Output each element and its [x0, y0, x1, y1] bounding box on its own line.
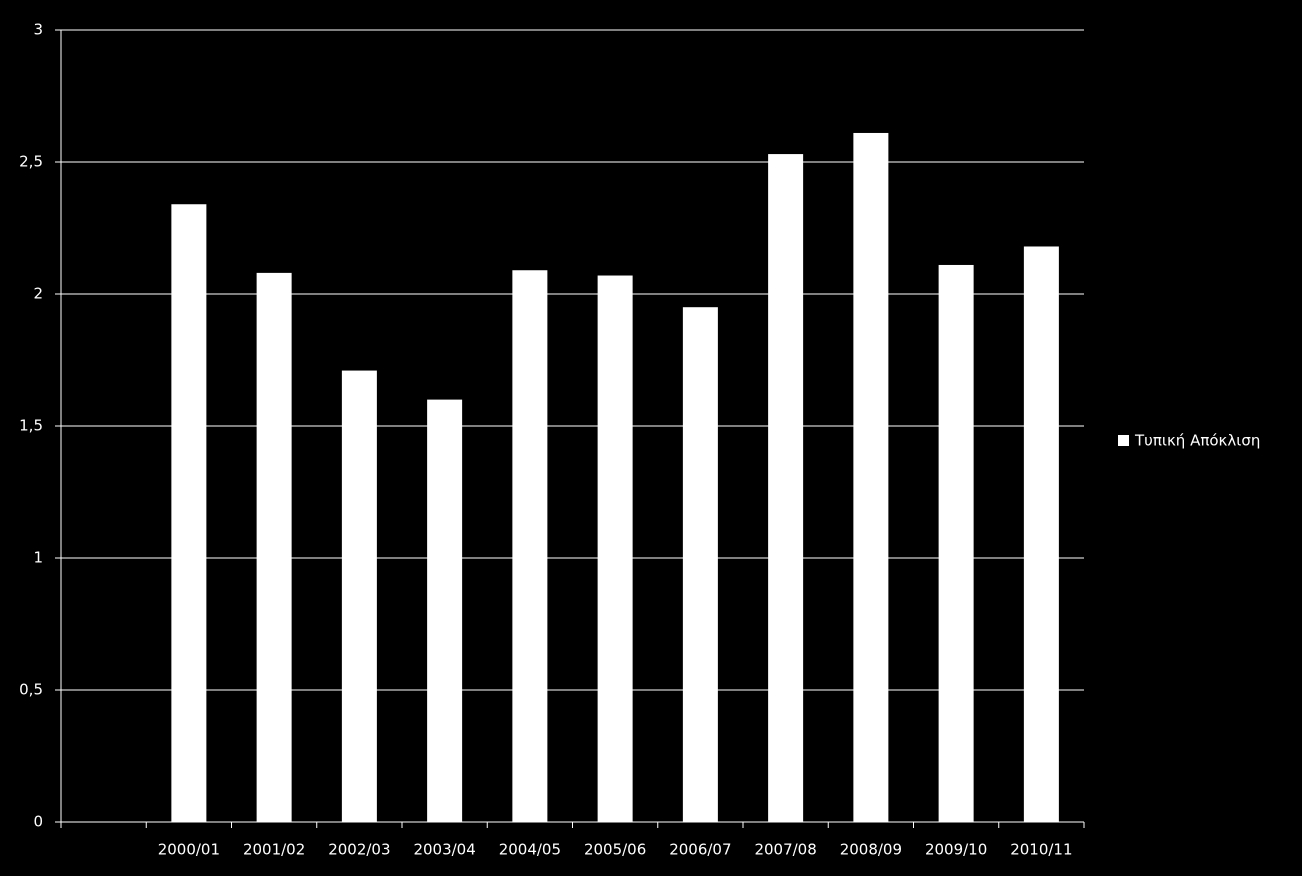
- x-tick-label: 2006/07: [669, 841, 731, 859]
- x-tick-label: 2009/10: [925, 841, 987, 859]
- x-tick-label: 2010/11: [1010, 841, 1072, 859]
- y-tick-label: 1,5: [19, 417, 43, 435]
- y-tick-label: 0,5: [19, 681, 43, 699]
- x-tick-label: 2007/08: [754, 841, 816, 859]
- bar: [1023, 246, 1059, 823]
- bar: [768, 154, 804, 822]
- legend-swatch: [1118, 435, 1129, 446]
- bar: [512, 270, 548, 822]
- x-tick-label: 2003/04: [413, 841, 475, 859]
- legend-label: Τυπική Απόκλιση: [1134, 432, 1260, 450]
- x-tick-label: 2008/09: [840, 841, 902, 859]
- bar: [171, 204, 207, 823]
- x-tick-label: 2005/06: [584, 841, 646, 859]
- x-tick-label: 2000/01: [158, 841, 220, 859]
- y-tick-label: 1: [33, 549, 43, 567]
- y-tick-label: 3: [33, 21, 43, 39]
- y-tick-label: 2: [33, 285, 43, 303]
- bar: [682, 307, 718, 822]
- bar: [597, 275, 633, 822]
- y-tick-label: 2,5: [19, 153, 43, 171]
- bar: [341, 370, 377, 822]
- x-tick-label: 2002/03: [328, 841, 390, 859]
- bar: [853, 132, 889, 822]
- x-tick-label: 2004/05: [499, 841, 561, 859]
- x-tick-label: 2001/02: [243, 841, 305, 859]
- bar: [256, 272, 292, 822]
- bar: [938, 264, 974, 823]
- y-tick-label: 0: [33, 813, 43, 831]
- bar: [427, 399, 463, 822]
